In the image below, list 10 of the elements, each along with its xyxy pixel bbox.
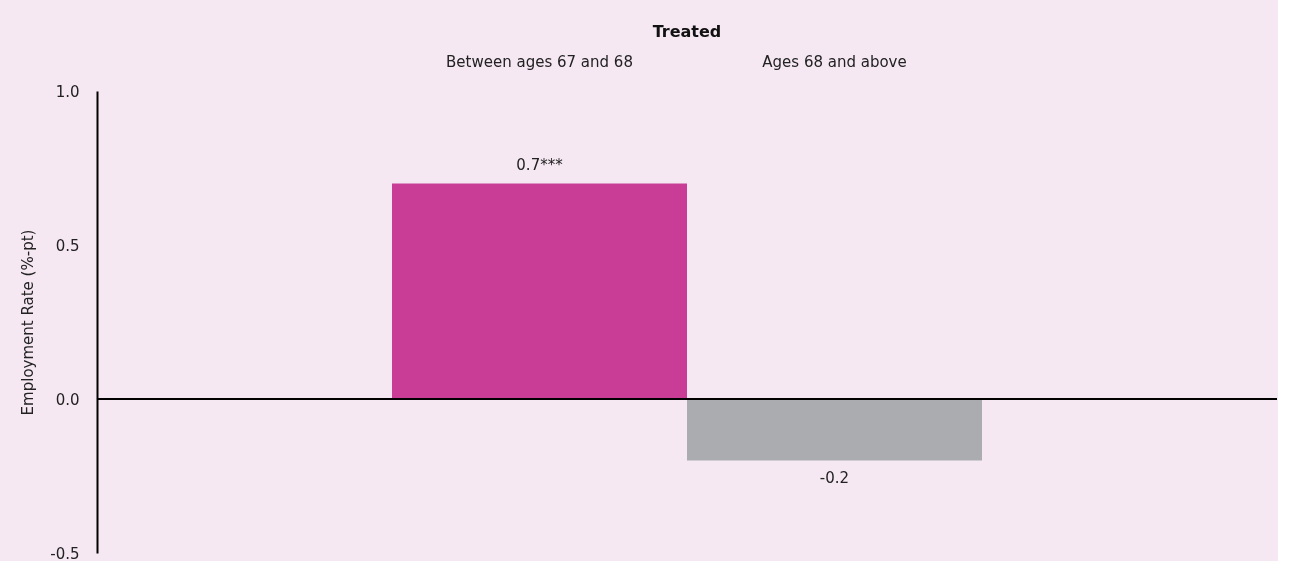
y-tick-label: -0.5 bbox=[50, 544, 80, 563]
chart-title: Treated bbox=[652, 22, 722, 41]
x-tick-label: Between ages 67 and 68 bbox=[446, 52, 633, 71]
x-tick-label: Ages 68 and above bbox=[762, 52, 907, 71]
y-tick-label: 0.0 bbox=[55, 390, 80, 409]
data-label: -0.2 bbox=[819, 468, 850, 487]
y-tick-label: 1.0 bbox=[55, 82, 80, 101]
data-label: 0.7*** bbox=[516, 156, 564, 175]
y-axis-title: Employment Rate (%-pt) bbox=[19, 229, 38, 416]
y-tick-label: 0.5 bbox=[55, 236, 80, 255]
